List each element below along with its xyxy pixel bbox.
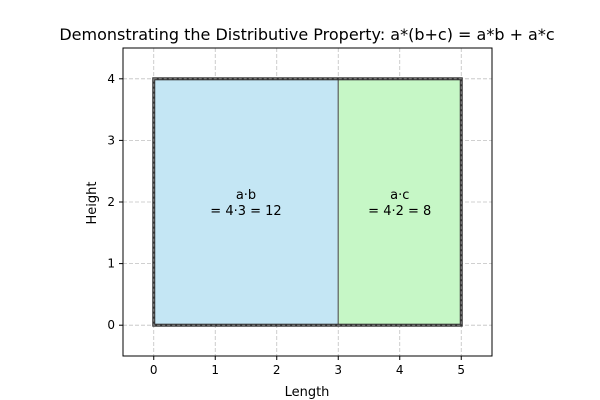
tick-marks: 0 1 2 3 4 5 0 1 2 3 4 [107, 72, 465, 377]
y-axis-label: Height [85, 182, 100, 225]
region-label-ac-line2: = 4·2 = 8 [368, 204, 431, 219]
chart-title: Demonstrating the Distributive Property:… [59, 25, 554, 44]
x-tick-label: 0 [150, 363, 158, 377]
y-tick-label: 3 [107, 133, 115, 147]
region-ac [337, 78, 462, 326]
plot-area: a·b= 4·3 = 12 a·c= 4·2 = 8 0 1 2 3 4 5 0 1 2 3 4 [107, 47, 493, 377]
x-tick-label: 4 [396, 363, 404, 377]
x-tick-label: 1 [211, 363, 219, 377]
region-label-ac-line1: a·c [390, 188, 409, 203]
x-tick-label: 2 [273, 363, 281, 377]
y-tick-label: 0 [107, 318, 115, 332]
region-label-ab-line2: = 4·3 = 12 [210, 204, 281, 219]
regions: a·b= 4·3 = 12 a·c= 4·2 = 8 [152, 77, 463, 327]
y-tick-label: 2 [107, 195, 115, 209]
region-label-ab-line1: a·b [236, 188, 256, 203]
x-tick-label: 3 [334, 363, 342, 377]
y-tick-label: 4 [107, 72, 115, 86]
outer-rectangle-dash [153, 78, 462, 326]
x-tick-label: 5 [457, 363, 465, 377]
y-tick-label: 1 [107, 257, 115, 271]
x-axis-label: Length [285, 385, 330, 400]
